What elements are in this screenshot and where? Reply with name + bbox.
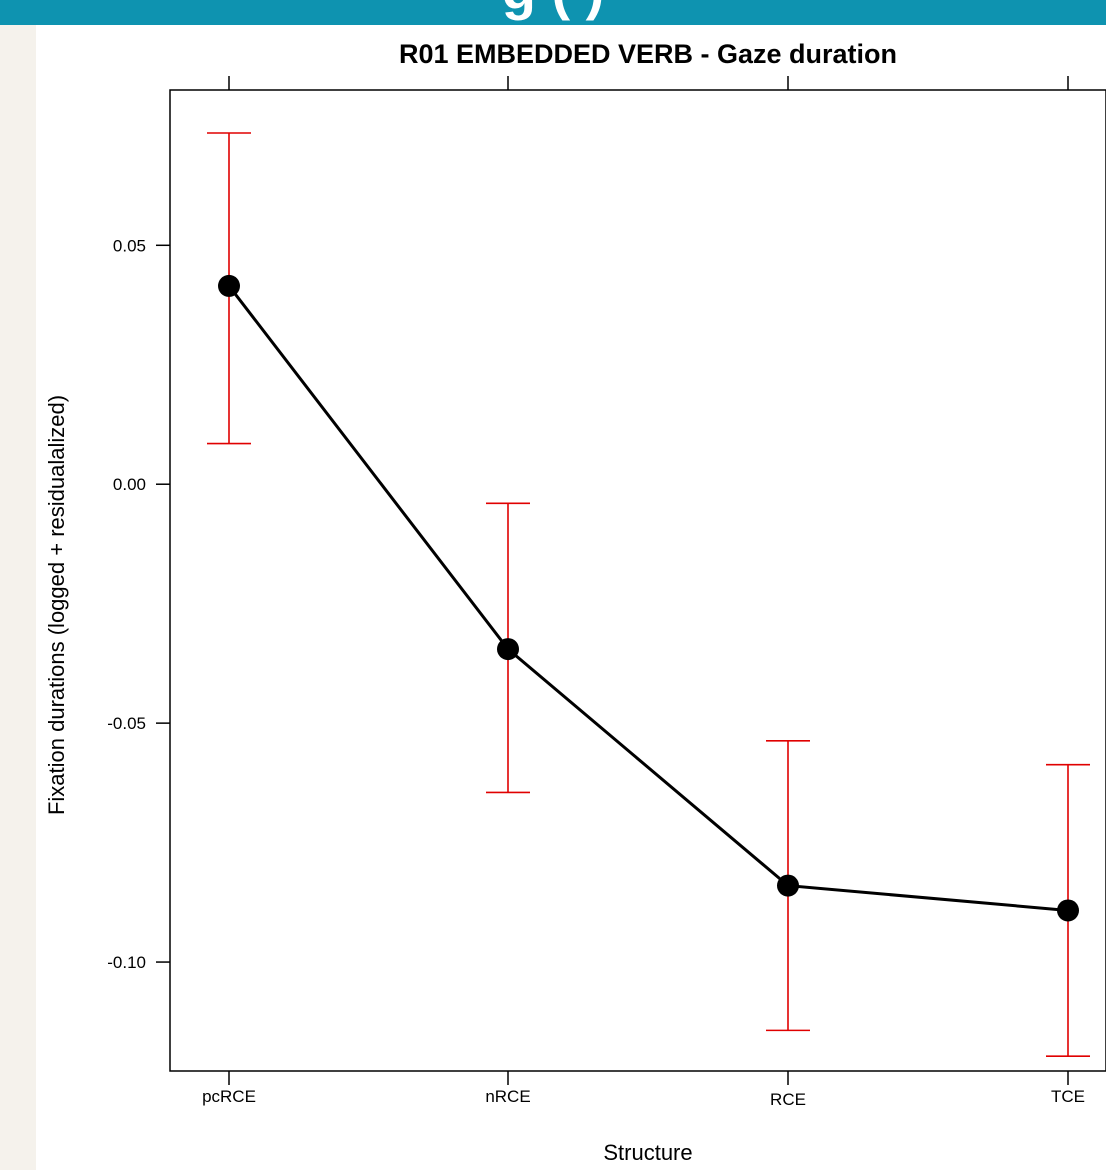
y-axis: -0.10 -0.05 0.00 0.05 [107, 236, 170, 972]
x-tick-label: TCE [1051, 1087, 1085, 1106]
x-axis-label: Structure [603, 1140, 692, 1165]
y-tick-label: -0.05 [107, 714, 146, 733]
error-bars [207, 133, 1090, 1056]
series-line [229, 286, 1068, 911]
series-line-path [229, 286, 1068, 911]
data-point [1057, 899, 1079, 921]
x-axis: pcRCE nRCE RCE TCE [202, 1071, 1085, 1109]
banner-title: g ( ) [0, 0, 1106, 18]
left-margin [0, 25, 36, 1170]
top-axis [229, 76, 1068, 90]
data-points [218, 275, 1079, 922]
chart-title: R01 EMBEDDED VERB - Gaze duration [399, 39, 897, 69]
chart: R01 EMBEDDED VERB - Gaze duration -0.10-… [36, 25, 1106, 1170]
data-point [497, 638, 519, 660]
y-tick-label: -0.10 [107, 953, 146, 972]
y-tick-label: 0.00 [113, 475, 146, 494]
data-point [777, 875, 799, 897]
data-point [218, 275, 240, 297]
x-tick-label: nRCE [485, 1087, 530, 1106]
y-axis-label: Fixation durations (logged + residualali… [44, 395, 69, 815]
x-tick-label: pcRCE [202, 1087, 256, 1106]
top-banner: g ( ) [0, 0, 1106, 25]
x-tick-label: RCE [770, 1090, 806, 1109]
y-tick-label: 0.05 [113, 236, 146, 255]
plot-frame [170, 90, 1106, 1071]
